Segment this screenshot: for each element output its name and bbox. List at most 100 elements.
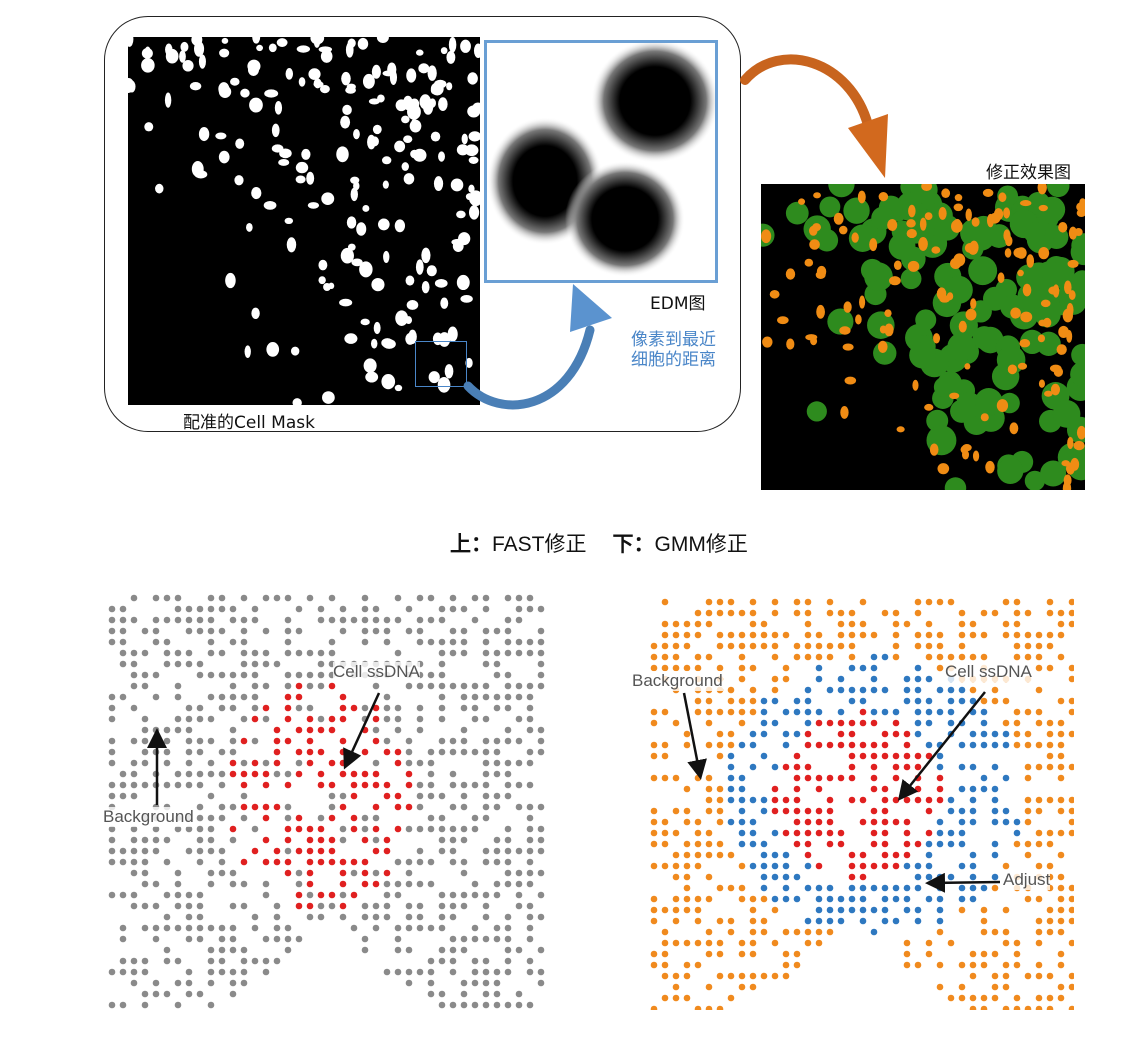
background-dot	[119, 957, 127, 965]
adjust-dot	[903, 697, 911, 705]
background-dot	[449, 627, 457, 635]
background-dot	[185, 935, 193, 943]
cell-blob	[370, 136, 379, 147]
adjust-dot	[947, 686, 955, 694]
background-dot	[1035, 664, 1043, 672]
background-dot	[815, 631, 823, 639]
background-dot	[537, 627, 545, 635]
background-dot	[240, 594, 248, 602]
background-dot	[119, 858, 127, 866]
background-dot	[427, 990, 435, 998]
background-dot	[108, 605, 116, 613]
cell-dot	[394, 759, 402, 767]
cell-halo	[860, 258, 884, 282]
adjust-dot	[804, 884, 812, 892]
cell-blob	[318, 276, 326, 285]
cell-blob	[468, 184, 475, 193]
adjust-dot	[958, 884, 966, 892]
cell-dot	[339, 770, 347, 778]
background-dot	[163, 638, 171, 646]
background-dot	[526, 748, 534, 756]
background-dot	[1057, 895, 1065, 903]
cell-blob	[353, 129, 360, 140]
adjust-dot	[936, 840, 944, 848]
cell-dot	[793, 774, 801, 782]
background-dot	[328, 902, 336, 910]
background-dot	[1057, 609, 1065, 617]
cell-core	[1056, 344, 1067, 355]
cell-core	[804, 258, 814, 267]
background-dot	[174, 605, 182, 613]
background-dot	[482, 803, 490, 811]
cell-dot	[881, 752, 889, 760]
cell-core	[954, 194, 963, 202]
background-dot	[504, 913, 512, 921]
background-dot	[738, 664, 746, 672]
background-dot	[892, 642, 900, 650]
background-dot	[306, 891, 314, 899]
background-dot	[295, 605, 303, 613]
background-dot	[727, 697, 735, 705]
cell-blob	[359, 261, 373, 278]
background-dot	[130, 869, 138, 877]
background-dot	[493, 968, 501, 976]
background-dot	[460, 902, 468, 910]
cell-dot	[317, 847, 325, 855]
background-dot	[650, 818, 658, 826]
background-dot	[240, 957, 248, 965]
cell-core	[1068, 226, 1078, 240]
cell-blob	[234, 175, 244, 186]
cell-dot	[361, 781, 369, 789]
background-dot	[1057, 774, 1065, 782]
background-dot	[738, 708, 746, 716]
background-dot	[141, 858, 149, 866]
background-dot	[672, 807, 680, 815]
cell-dot	[870, 862, 878, 870]
background-dot	[163, 924, 171, 932]
background-dot	[672, 983, 680, 991]
adjust-dot	[925, 895, 933, 903]
adjust-dot	[760, 796, 768, 804]
background-dot	[262, 891, 270, 899]
background-dot	[262, 649, 270, 657]
cell-blob	[318, 46, 333, 53]
background-dot	[493, 836, 501, 844]
background-dot	[672, 851, 680, 859]
background-dot	[438, 660, 446, 668]
cell-core	[816, 304, 825, 319]
background-dot	[383, 693, 391, 701]
background-dot	[460, 605, 468, 613]
background-dot	[460, 990, 468, 998]
adjust-dot	[848, 686, 856, 694]
background-dot	[1068, 829, 1074, 837]
background-dot	[185, 891, 193, 899]
background-dot	[1013, 719, 1021, 727]
background-dot	[174, 781, 182, 789]
cell-dot	[881, 807, 889, 815]
cell-blob	[372, 124, 382, 135]
background-dot	[504, 825, 512, 833]
background-dot	[1068, 983, 1074, 991]
background-dot	[537, 671, 545, 679]
curved-arrow-orange	[740, 54, 873, 130]
cell-blob	[368, 98, 380, 105]
cell-dot	[881, 818, 889, 826]
cell-core	[1058, 222, 1068, 233]
background-dot	[119, 924, 127, 932]
cell-core	[980, 413, 989, 422]
background-dot	[760, 917, 768, 925]
cell-dot	[394, 748, 402, 756]
background-dot	[537, 638, 545, 646]
background-dot	[1057, 994, 1065, 1002]
background-dot	[1057, 719, 1065, 727]
background-dot	[427, 792, 435, 800]
background-dot	[119, 638, 127, 646]
corrected-label: 修正效果图	[986, 163, 1071, 183]
background-dot	[405, 737, 413, 745]
background-dot	[504, 880, 512, 888]
cell-dot	[881, 829, 889, 837]
cell-blob	[249, 97, 263, 113]
cell-blob	[468, 156, 479, 164]
cell-core	[1058, 325, 1069, 339]
background-dot	[504, 946, 512, 954]
